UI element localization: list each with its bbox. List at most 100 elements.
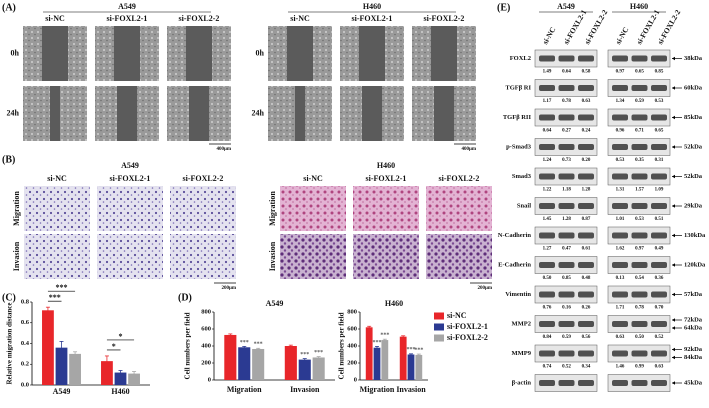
band [612, 203, 628, 209]
band [539, 232, 555, 239]
band [612, 321, 628, 327]
band-ratio: 1.28 [582, 188, 591, 193]
wound-gap [114, 26, 140, 81]
band-ratio: 0.99 [635, 365, 644, 370]
size-label: 92kDa [684, 346, 703, 353]
band-ratio: 0.50 [635, 335, 644, 340]
band [578, 291, 594, 298]
band-ratio: 0.56 [582, 335, 591, 340]
group-title: A549 [121, 161, 139, 170]
wound-gap [362, 86, 382, 141]
protein-label: β-actin [512, 379, 532, 386]
column-label: si-FOXL2-2 [424, 14, 465, 23]
protein-label: FOXL2 [510, 55, 531, 62]
micrograph [280, 186, 346, 231]
chart-title: A549 [266, 299, 284, 308]
band [612, 114, 628, 121]
panel-label: (B) [2, 154, 15, 165]
significance-label: *** [373, 340, 382, 346]
band-ratio: 0.85 [655, 70, 664, 75]
legend-swatch [434, 312, 444, 320]
band [558, 232, 575, 239]
band [539, 85, 555, 91]
column-label: si-FOXL2-1 [107, 14, 148, 23]
band [578, 380, 594, 386]
band [539, 380, 555, 386]
band-ratio: 1.31 [616, 188, 625, 193]
band [651, 232, 667, 239]
band-ratio: 0.87 [582, 217, 591, 222]
row-label: Invasion [268, 241, 277, 271]
x-tick-label: Migration [360, 385, 395, 394]
band-ratio: 1.49 [543, 70, 552, 75]
significance-label: * [119, 332, 123, 341]
row-label: 24h [252, 108, 265, 117]
significance-label: *** [300, 352, 309, 358]
band-ratio: 0.65 [635, 70, 644, 75]
y-tick-label: 200 [347, 359, 357, 366]
arrow-head [672, 56, 675, 61]
column-label: si-FOXL2-1 [366, 174, 407, 183]
row-label: Migration [12, 191, 21, 226]
y-tick-label: 0.0 [21, 381, 29, 388]
band-ratio: 0.85 [562, 276, 571, 281]
protein-label: p-Smad3 [506, 143, 532, 150]
y-axis-label: Relative migration distance [6, 302, 14, 384]
wound-gap [295, 86, 305, 141]
band [558, 380, 575, 386]
legend-label: si-FOXL2-2 [447, 333, 488, 342]
scale-label: 400μm [462, 147, 477, 152]
arrow-head [672, 292, 675, 297]
band-ratio: 0.63 [582, 99, 591, 104]
significance-label: * [112, 342, 116, 351]
band [558, 262, 575, 268]
bar [69, 353, 81, 385]
band [631, 144, 648, 150]
size-label: 84kDa [684, 354, 703, 361]
band [558, 144, 575, 150]
band [631, 85, 648, 91]
significance-label: *** [240, 340, 249, 346]
protein-label: MMP9 [512, 350, 532, 357]
bar [399, 336, 407, 380]
legend-label: si-NC [447, 311, 467, 320]
band [651, 262, 667, 268]
y-tick-label: 800 [201, 308, 211, 315]
band-ratio: 0.74 [543, 365, 552, 370]
band [651, 55, 667, 62]
size-label: 130kDa [684, 232, 706, 239]
band [539, 203, 555, 209]
band-ratio: 0.52 [655, 335, 664, 340]
band-ratio: 1.18 [562, 188, 571, 193]
column-label: si-FOXL2-2 [179, 14, 220, 23]
wound-gap [117, 86, 137, 141]
micrograph [426, 186, 492, 231]
band [558, 291, 575, 298]
band-ratio: 0.50 [543, 276, 552, 281]
protein-label: E-Cadherin [498, 261, 531, 268]
band-ratio: 0.71 [635, 129, 644, 134]
y-axis-label: Cell numbers per field [184, 312, 192, 379]
band-ratio: 0.78 [635, 306, 644, 311]
x-tick-label: H460 [111, 387, 129, 396]
band [578, 321, 594, 327]
protein-label: N-Cadherin [498, 232, 532, 239]
band-ratio: 1.57 [635, 188, 644, 193]
micrograph [24, 234, 90, 279]
row-label: 0h [256, 48, 265, 57]
band-ratio: 0.59 [562, 335, 571, 340]
band [651, 380, 667, 386]
band [651, 114, 667, 121]
micrograph [426, 234, 492, 279]
size-label: 120kDa [684, 261, 706, 268]
band [539, 55, 555, 62]
column-label: si-NC [45, 14, 65, 23]
significance-label: *** [56, 283, 68, 292]
band-ratio: 0.64 [562, 70, 571, 75]
column-label: si-FOXL2-2 [439, 174, 480, 183]
y-tick-label: 600 [201, 325, 211, 332]
band [539, 262, 555, 268]
bar [381, 340, 389, 380]
y-tick-label: 600 [347, 325, 357, 332]
x-tick-label: A549 [53, 387, 71, 396]
